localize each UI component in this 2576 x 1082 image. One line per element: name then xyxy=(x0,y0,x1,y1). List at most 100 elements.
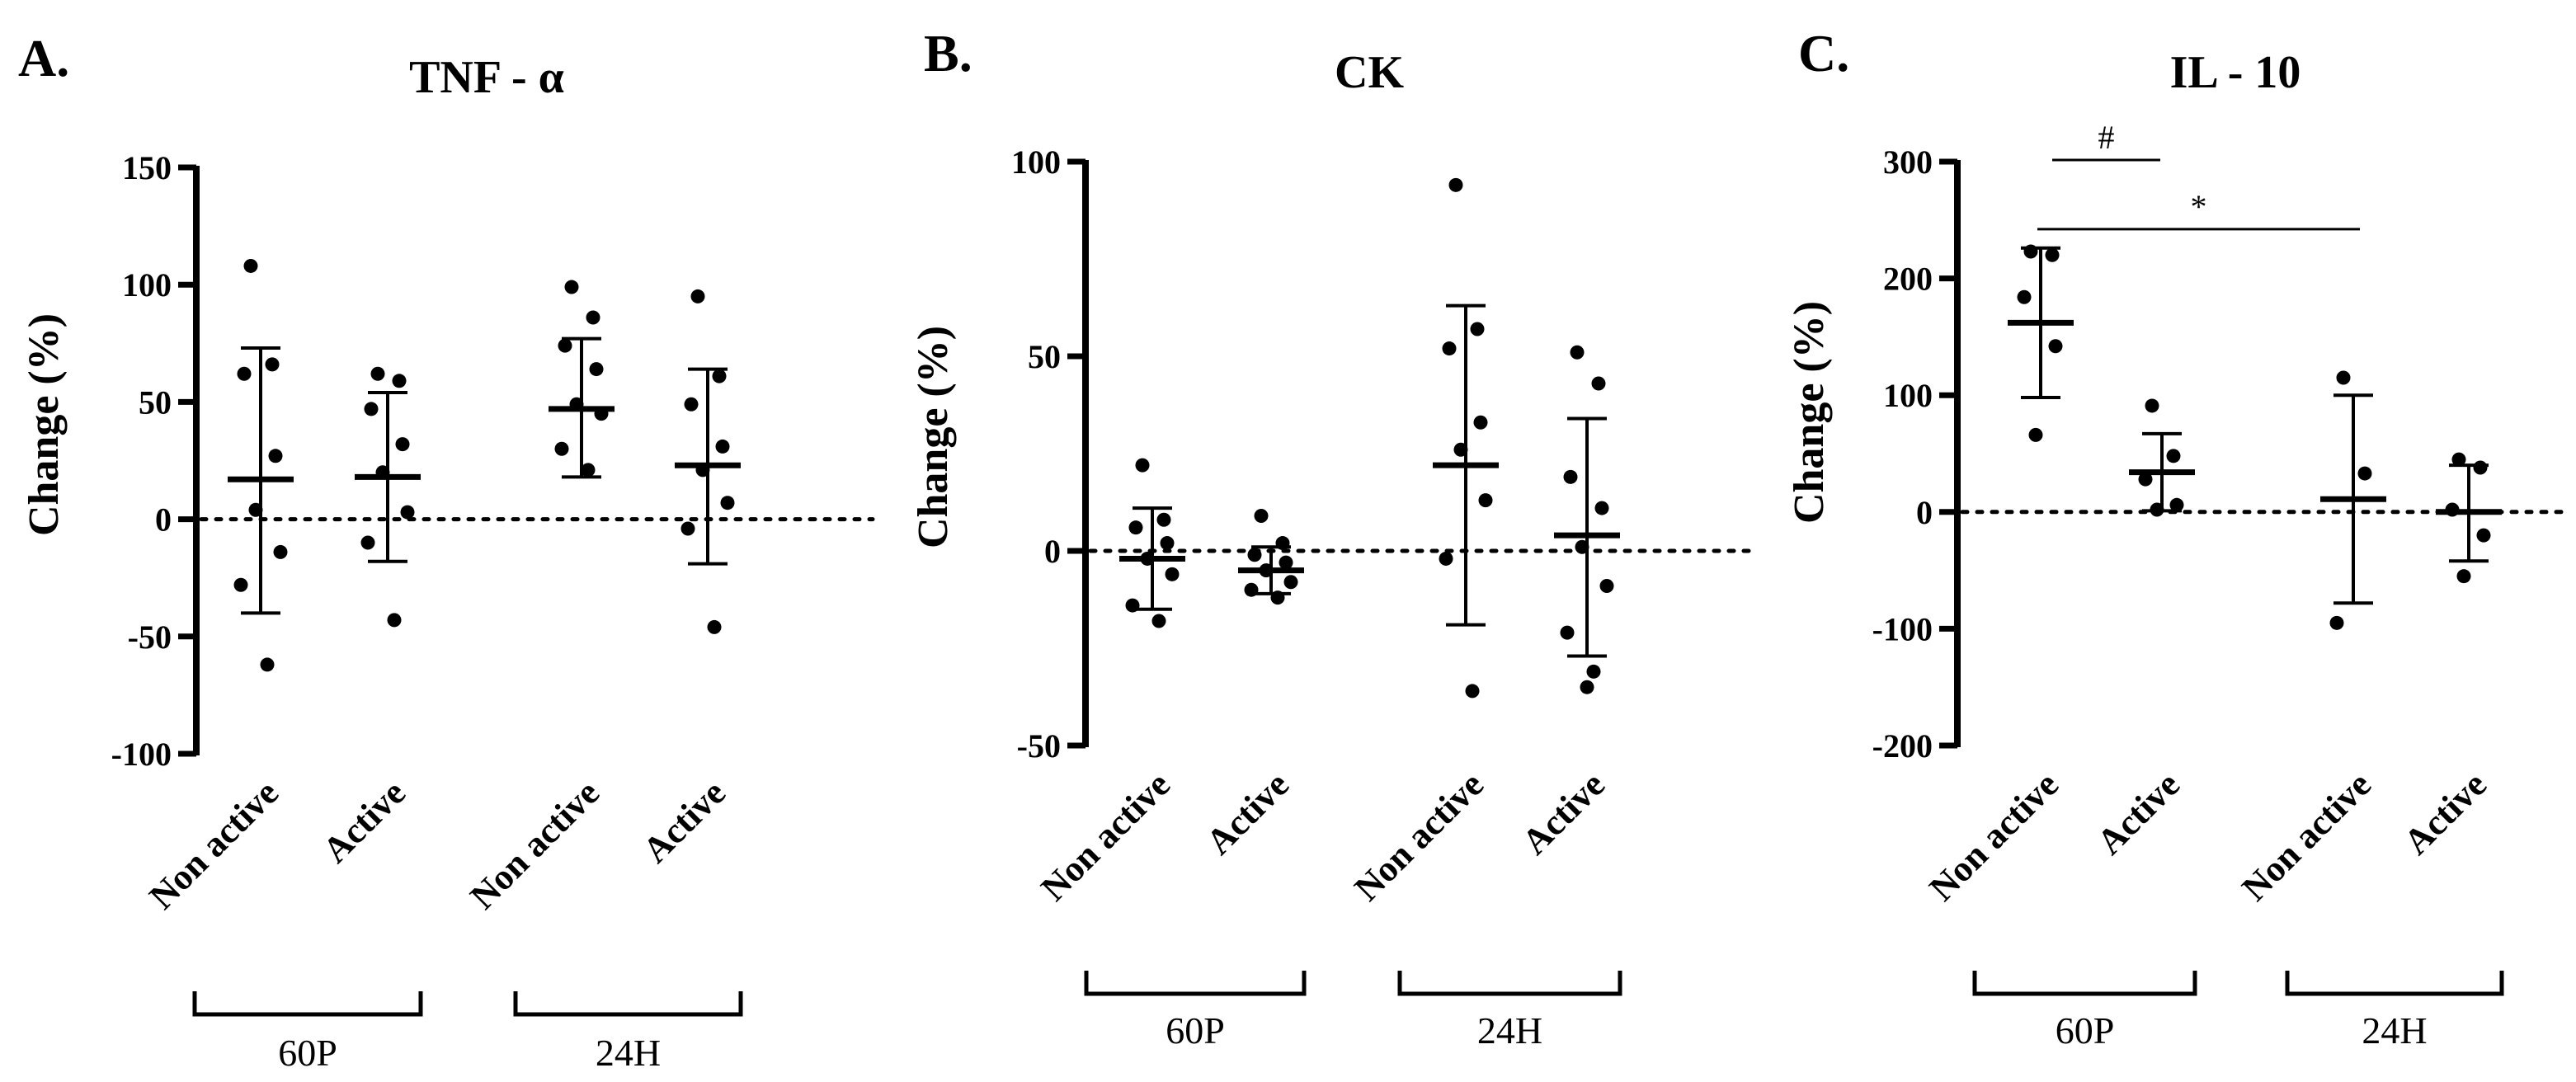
data-point xyxy=(1465,684,1480,699)
data-point xyxy=(1160,536,1175,551)
data-point xyxy=(1439,551,1453,566)
data-point xyxy=(265,357,280,372)
data-point xyxy=(1448,177,1463,192)
panel-tnf-alpha: A. TNF - α Change (%) 150 100 50 0 -50 -100 N… xyxy=(18,29,875,1074)
data-point xyxy=(1570,345,1585,360)
data-point xyxy=(581,463,596,477)
group-bracket xyxy=(2285,971,2504,996)
group-bracket xyxy=(513,991,743,1017)
data-point xyxy=(1575,539,1589,554)
category-label: Non active xyxy=(1922,764,2066,908)
category-label: Non active xyxy=(142,772,286,916)
data-point xyxy=(2145,398,2159,413)
y-tick-label: 100 xyxy=(122,266,172,303)
category-label: Active xyxy=(1199,764,1297,862)
data-point xyxy=(2166,449,2181,463)
category-label: Active xyxy=(2089,764,2187,862)
y-tick-label: 200 xyxy=(1883,261,1933,298)
data-point xyxy=(1270,590,1285,605)
y-tick-label: 100 xyxy=(1883,377,1933,414)
data-point xyxy=(2023,244,2038,259)
data-point xyxy=(1586,664,1601,679)
data-point xyxy=(387,613,402,628)
category-label: Non active xyxy=(463,772,607,916)
data-point xyxy=(1247,548,1262,562)
data-point xyxy=(1453,442,1468,457)
panel-letter: A. xyxy=(18,29,69,87)
data-point xyxy=(589,362,604,377)
group-label: 24H xyxy=(596,1032,661,1074)
data-point xyxy=(243,258,258,273)
panel-il-10: C. IL - 10 Change (%) 300 200 100 0 -100 -200… xyxy=(1786,24,2572,1051)
group-bracket xyxy=(192,991,423,1017)
data-point xyxy=(1478,493,1493,508)
chart-title: IL - 10 xyxy=(2170,47,2301,98)
y-tick-label: -100 xyxy=(1872,610,1933,647)
data-point xyxy=(1156,512,1171,527)
data-point xyxy=(2476,528,2491,543)
group-brackets: 60P 24H xyxy=(192,991,743,1074)
data-point xyxy=(1560,625,1575,640)
data-point xyxy=(1275,536,1290,551)
data-point xyxy=(720,496,735,510)
data-point xyxy=(2017,289,2032,304)
data-point xyxy=(2329,615,2344,630)
data-point xyxy=(2336,370,2351,385)
data-point xyxy=(1259,563,1274,578)
panel-ck: B. CK Change (%) 100 50 0 -50 Non active Ac… xyxy=(910,24,1751,1051)
plot-area xyxy=(1088,177,1751,699)
data-point xyxy=(364,402,379,416)
y-tick-label: -100 xyxy=(111,736,172,773)
data-point xyxy=(2451,452,2466,467)
chart-title: TNF - α xyxy=(409,52,564,103)
data-point xyxy=(370,366,385,381)
category-labels: Non active Active Non active Active xyxy=(1034,764,1613,908)
group-label: 24H xyxy=(2362,1009,2427,1051)
y-tick-label: 150 xyxy=(122,149,172,186)
data-point xyxy=(400,505,415,520)
data-point xyxy=(1594,501,1609,515)
data-point xyxy=(2473,460,2488,475)
data-point xyxy=(1279,555,1293,570)
data-point xyxy=(273,544,288,559)
y-tick-label: 50 xyxy=(1028,338,1061,375)
data-point xyxy=(569,397,584,412)
y-axis-label: Change (%) xyxy=(21,313,68,536)
category-labels: Non active Active Non active Active xyxy=(142,772,733,916)
data-point xyxy=(1599,578,1614,593)
data-point xyxy=(375,465,390,480)
data-point xyxy=(2138,472,2153,487)
group-bracket xyxy=(1397,971,1622,996)
data-point xyxy=(2048,339,2063,354)
data-point xyxy=(2456,569,2471,584)
data-point xyxy=(1244,582,1259,597)
data-point xyxy=(1470,322,1485,336)
data-point xyxy=(395,437,410,452)
panel-letter: C. xyxy=(1798,24,1849,82)
data-point xyxy=(1442,341,1457,356)
category-label: Active xyxy=(1514,764,1613,862)
data-point xyxy=(1165,567,1180,581)
data-point xyxy=(712,369,727,383)
group-label: 60P xyxy=(2056,1009,2115,1051)
data-point xyxy=(715,439,730,454)
data-point xyxy=(1135,458,1150,473)
plot-area xyxy=(199,258,875,672)
y-tick-label: 100 xyxy=(1011,143,1061,181)
data-point xyxy=(554,441,569,456)
data-point xyxy=(1125,598,1140,613)
group-label: 60P xyxy=(1166,1009,1225,1051)
y-axis-label: Change (%) xyxy=(1786,301,1833,524)
group-label: 60P xyxy=(278,1032,337,1074)
data-point xyxy=(1473,415,1488,430)
data-point xyxy=(2169,497,2184,512)
data-point xyxy=(684,397,699,412)
y-tick-label: -50 xyxy=(128,619,172,656)
category-label: Active xyxy=(2396,764,2494,862)
data-point xyxy=(268,449,283,463)
data-point xyxy=(594,407,609,421)
data-point xyxy=(1563,469,1578,484)
data-point xyxy=(360,535,375,550)
data-point xyxy=(2445,502,2460,517)
